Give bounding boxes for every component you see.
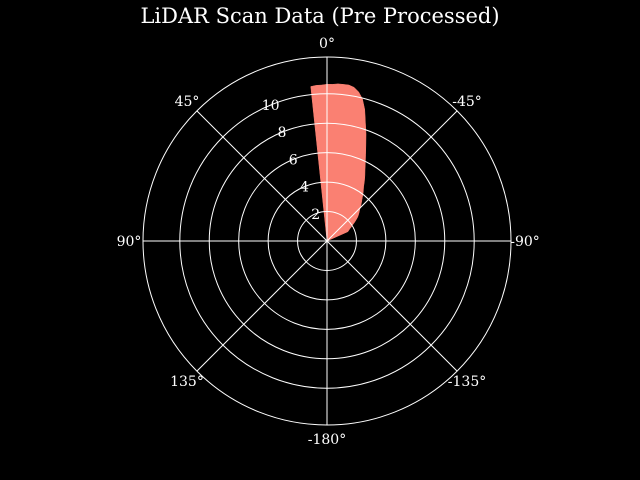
radial-tick-label: 10 xyxy=(262,98,280,114)
radial-tick-label: 6 xyxy=(289,152,298,168)
angle-tick-label: 0° xyxy=(319,36,335,52)
angle-tick-label: 45° xyxy=(175,94,200,110)
angle-tick-label: -90° xyxy=(510,234,540,250)
radial-tick-label: 8 xyxy=(277,125,286,141)
angle-tick-label: -135° xyxy=(448,374,486,390)
chart-title: LiDAR Scan Data (Pre Processed) xyxy=(140,4,500,28)
angular-grid-line xyxy=(326,110,458,242)
angle-tick-label: 135° xyxy=(170,374,204,390)
radial-tick-label: 2 xyxy=(311,207,320,223)
angle-tick-label: 90° xyxy=(117,234,142,250)
angular-grid-line xyxy=(196,110,328,242)
angle-tick-label: -180° xyxy=(308,432,346,448)
angular-grid-line xyxy=(326,240,458,372)
angle-tick-label: -45° xyxy=(452,94,482,110)
angular-grid-line xyxy=(196,240,328,372)
radial-tick-label: 4 xyxy=(300,180,309,196)
